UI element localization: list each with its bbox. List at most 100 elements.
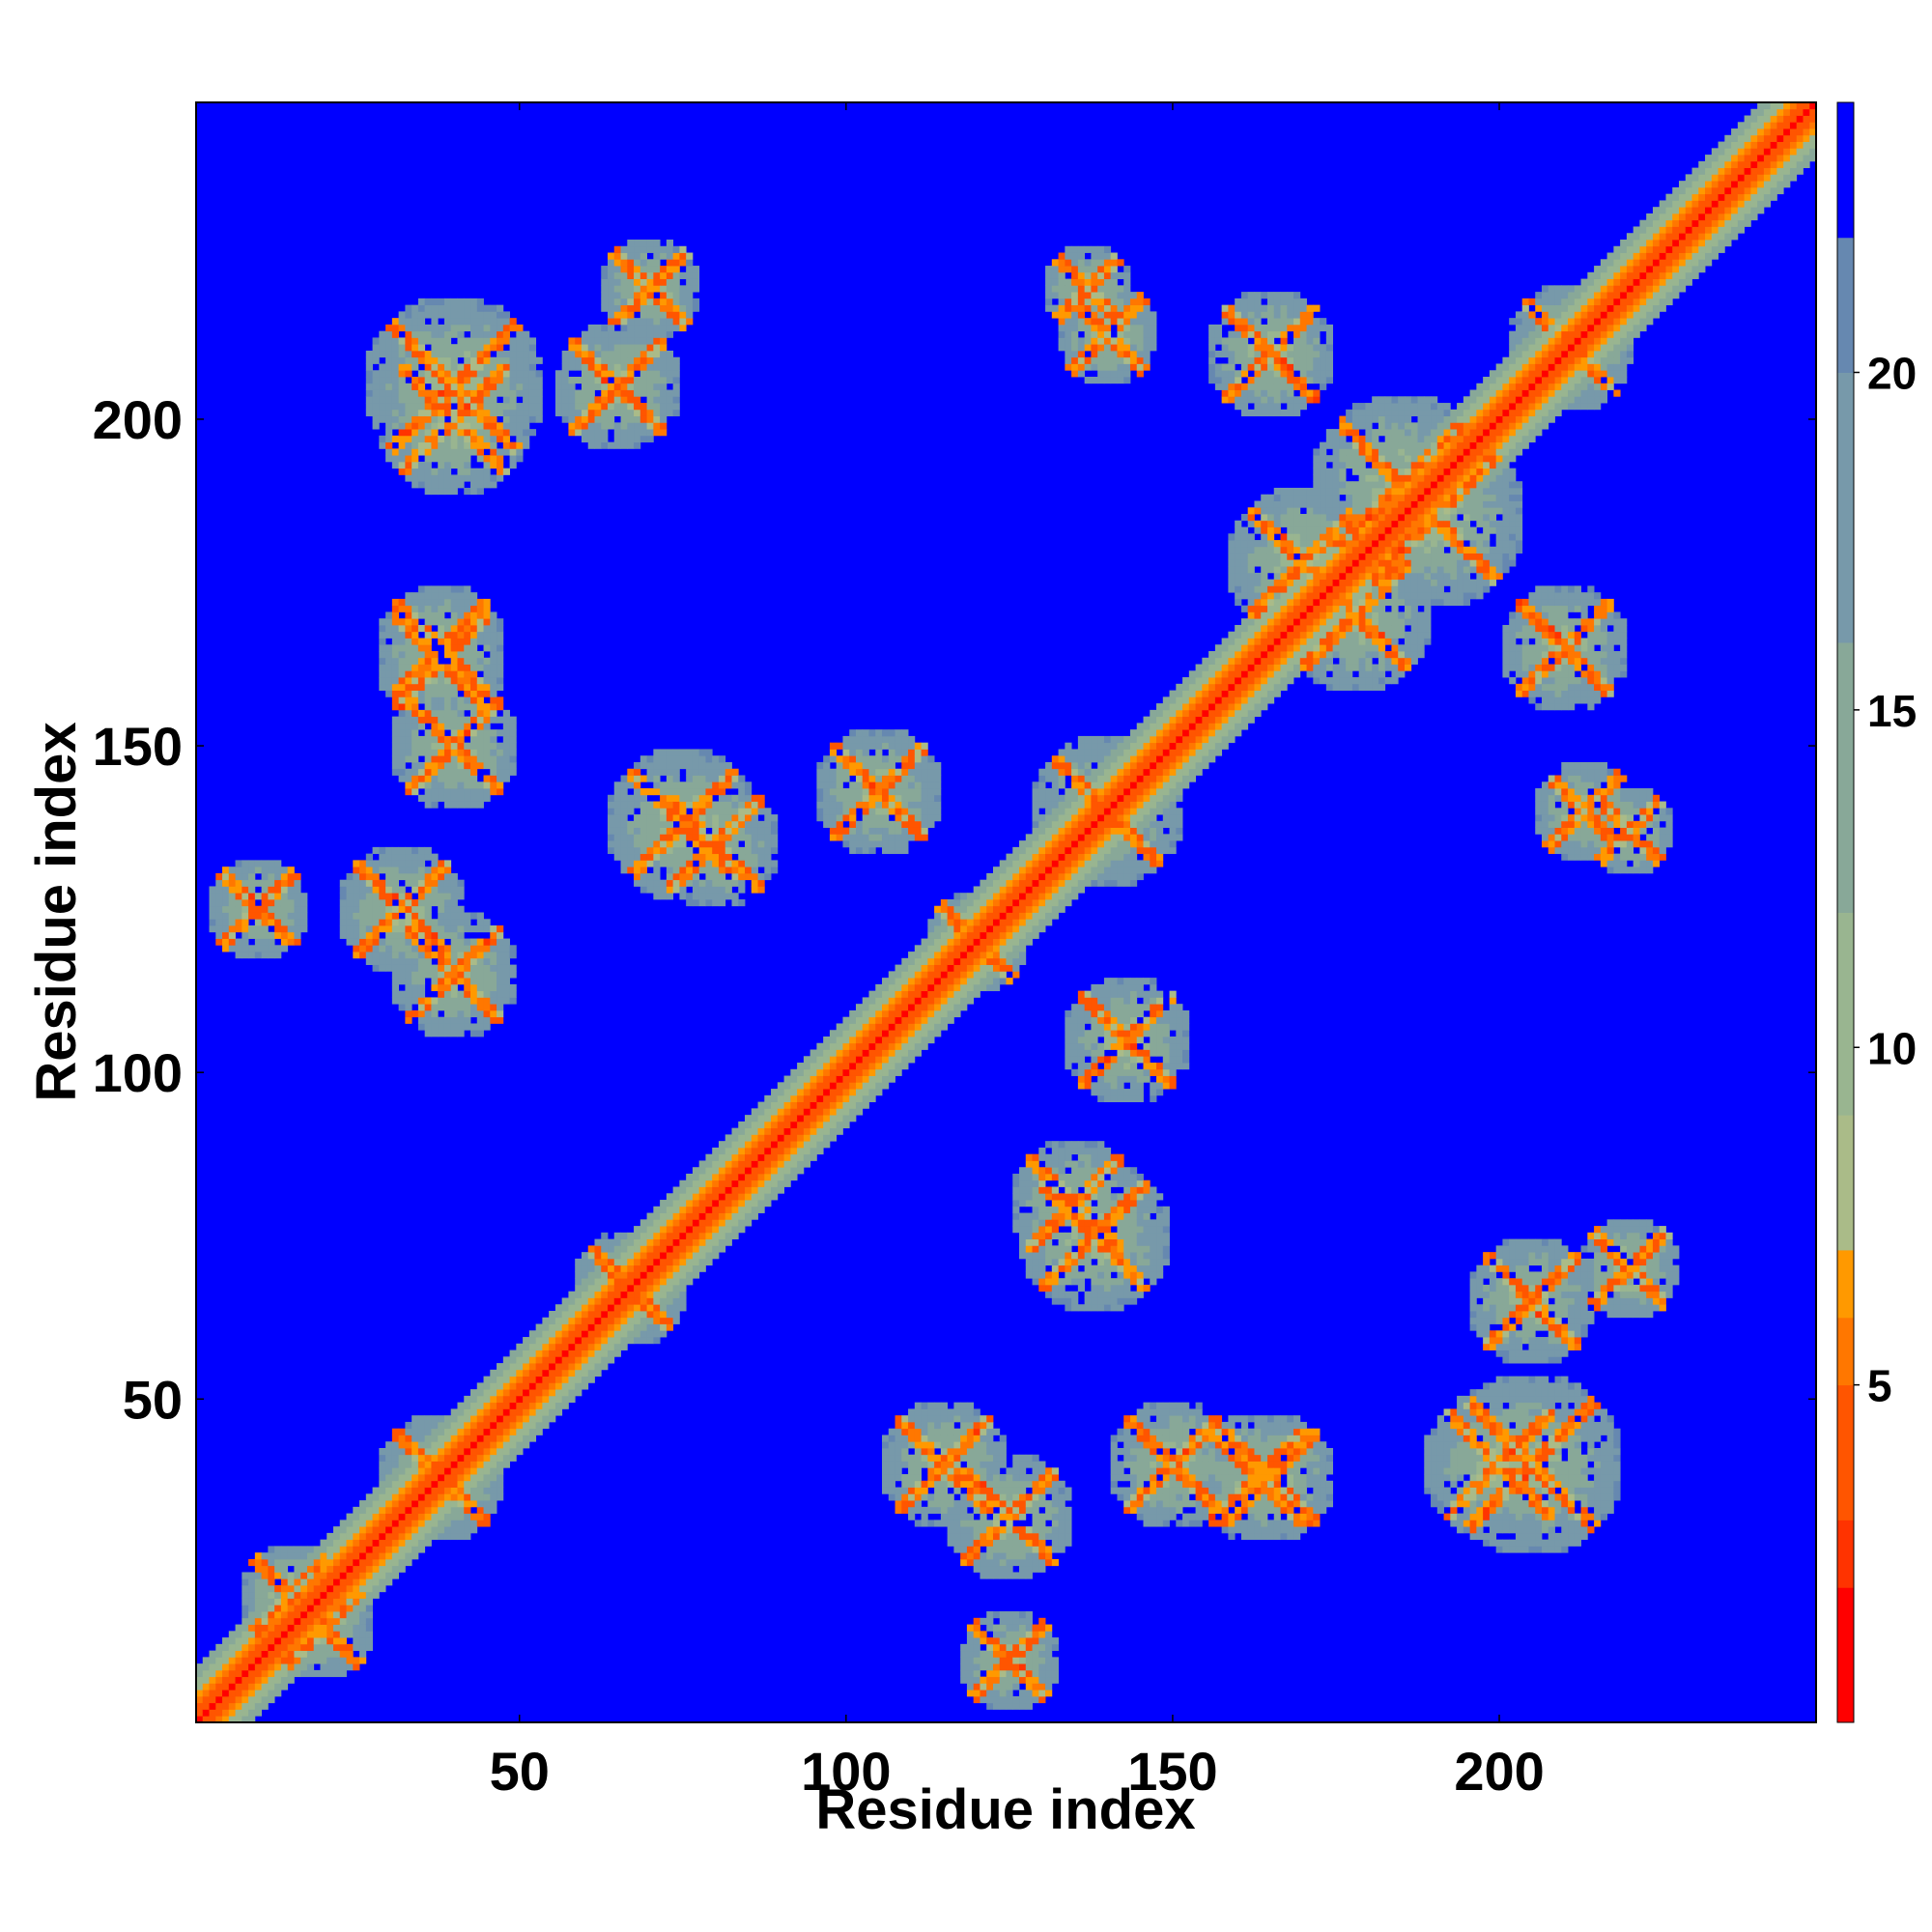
heatmap-cell — [242, 1591, 249, 1599]
heatmap-cell — [646, 324, 654, 332]
heatmap-cell — [424, 403, 432, 411]
heatmap-cell — [379, 415, 386, 423]
heatmap-cell — [222, 898, 230, 907]
heatmap-cell — [391, 409, 400, 416]
heatmap-cell — [724, 827, 732, 835]
heatmap-cell — [248, 1598, 256, 1605]
heatmap-cell — [660, 1323, 668, 1331]
heatmap-cell — [398, 755, 406, 763]
heatmap-cell — [457, 481, 465, 489]
heatmap-cell — [457, 716, 465, 724]
heatmap-cell — [483, 370, 491, 378]
heatmap-cell — [450, 487, 458, 496]
heatmap-cell — [438, 631, 445, 639]
heatmap-cell — [601, 1258, 609, 1266]
heatmap-cell — [470, 677, 478, 685]
heatmap-cell — [875, 840, 883, 848]
heatmap-cell — [417, 474, 426, 482]
heatmap-cell — [490, 396, 497, 404]
heatmap-cell — [836, 1042, 843, 1050]
heatmap-cell — [581, 1343, 589, 1350]
heatmap-cell — [672, 1291, 680, 1298]
heatmap-cell — [254, 1624, 263, 1632]
heatmap-cell — [457, 938, 465, 946]
heatmap-cell — [862, 1004, 869, 1011]
heatmap-cell — [417, 749, 426, 756]
heatmap-cell — [385, 952, 393, 959]
heatmap-cell — [470, 1461, 478, 1468]
heatmap-cell — [320, 1578, 327, 1586]
heatmap-cell — [476, 1421, 484, 1430]
heatmap-cell — [470, 716, 478, 724]
heatmap-cell — [594, 422, 602, 430]
heatmap-cell — [235, 886, 242, 894]
heatmap-cell — [379, 1474, 386, 1482]
heatmap-cell — [627, 396, 635, 404]
heatmap-cell — [438, 729, 445, 737]
heatmap-cell — [417, 723, 426, 730]
heatmap-cell — [568, 1291, 576, 1298]
heatmap-cell — [417, 957, 426, 965]
heatmap-cell — [417, 356, 426, 364]
heatmap-cell — [443, 644, 452, 652]
heatmap-cell — [443, 389, 452, 397]
heatmap-cell — [549, 1337, 556, 1345]
heatmap-cell — [248, 879, 256, 887]
heatmap-cell — [777, 1127, 784, 1135]
heatmap-cell — [412, 592, 419, 600]
heatmap-cell — [666, 1310, 674, 1319]
heatmap-cell — [450, 964, 458, 972]
heatmap-cell — [391, 651, 400, 659]
heatmap-cell — [620, 285, 628, 293]
heatmap-cell — [554, 1395, 563, 1404]
heatmap-cell — [248, 952, 256, 959]
heatmap-cell — [777, 1179, 784, 1187]
heatmap-cell — [757, 820, 765, 828]
heatmap-cell — [601, 344, 609, 352]
heatmap-cell — [405, 1435, 412, 1442]
heatmap-cell — [228, 1709, 236, 1717]
heatmap-cell — [431, 409, 439, 416]
heatmap-cell — [686, 298, 694, 306]
heatmap-cell — [653, 872, 661, 881]
heatmap-cell — [320, 1598, 327, 1605]
heatmap-cell — [359, 1591, 367, 1599]
heatmap-cell — [836, 742, 843, 750]
heatmap-cell — [535, 1415, 543, 1423]
heatmap-cell — [346, 1643, 354, 1652]
heatmap-cell — [450, 1500, 458, 1508]
heatmap-cell — [450, 664, 458, 671]
heatmap-cell — [823, 781, 831, 789]
heatmap-cell — [502, 330, 510, 338]
heatmap-cell — [698, 827, 706, 835]
heatmap-cell — [672, 1258, 680, 1266]
heatmap-cell — [464, 664, 471, 671]
heatmap-cell — [587, 324, 595, 332]
heatmap-cell — [431, 657, 439, 665]
heatmap-cell — [379, 396, 386, 404]
heatmap-cell — [679, 761, 687, 770]
heatmap-cell — [235, 1690, 242, 1697]
heatmap-cell — [646, 1330, 654, 1338]
heatmap-cell — [464, 1402, 471, 1409]
heatmap-cell — [405, 978, 412, 985]
heatmap-cell — [464, 592, 471, 600]
heatmap-cell — [568, 383, 576, 390]
heatmap-cell — [405, 781, 412, 789]
heatmap-cell — [470, 429, 478, 437]
heatmap-cell — [412, 409, 419, 416]
heatmap-cell — [438, 1474, 445, 1482]
heatmap-cell — [254, 860, 263, 867]
heatmap-cell — [254, 1637, 263, 1645]
heatmap-cell — [274, 1565, 282, 1573]
heatmap-cell — [339, 879, 347, 887]
heatmap-cell — [379, 1578, 386, 1586]
heatmap-cell — [745, 846, 753, 855]
heatmap-cell — [745, 867, 753, 874]
heatmap-cell — [639, 363, 647, 371]
heatmap-cell — [443, 487, 452, 496]
heatmap-cell — [417, 1493, 426, 1501]
heatmap-cell — [718, 1167, 726, 1175]
heatmap-cell — [764, 1179, 772, 1187]
heatmap-cell — [405, 997, 412, 1005]
